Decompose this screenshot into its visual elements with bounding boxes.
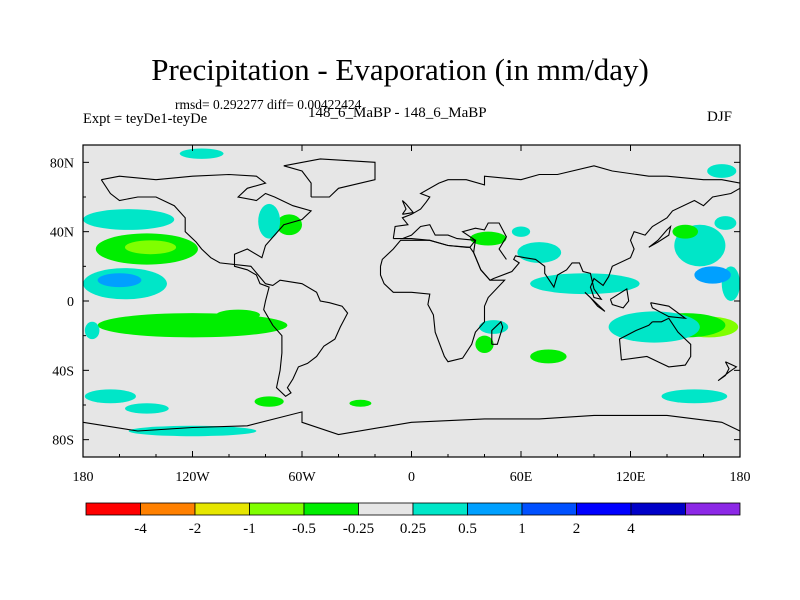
colorbar-label: 0.5 bbox=[458, 521, 477, 537]
colorbar-box bbox=[85, 502, 141, 516]
coastline bbox=[650, 302, 688, 320]
contour-region bbox=[97, 313, 288, 338]
colorbar-label: -2 bbox=[189, 521, 202, 537]
coastline bbox=[83, 411, 740, 436]
contour-region bbox=[84, 389, 136, 404]
coastline bbox=[461, 187, 740, 301]
contour-region bbox=[714, 216, 737, 230]
contour-fields bbox=[83, 148, 740, 437]
contour-region bbox=[276, 214, 302, 236]
y-tick-label: 40S bbox=[52, 364, 74, 379]
colorbar-label: -4 bbox=[134, 521, 147, 537]
contour-region bbox=[517, 242, 562, 263]
colorbar-label: -0.25 bbox=[343, 521, 374, 537]
y-tick-label: 0 bbox=[67, 295, 74, 310]
colorbar-box bbox=[194, 502, 250, 516]
coastlines bbox=[83, 158, 740, 436]
coastline bbox=[283, 158, 376, 198]
contour-region bbox=[216, 309, 261, 321]
colorbar-label: 4 bbox=[627, 521, 635, 537]
y-tick-label: 80S bbox=[52, 434, 74, 449]
x-tick-label: 0 bbox=[408, 470, 415, 485]
colorbar-box bbox=[685, 502, 741, 516]
colorbar-box bbox=[249, 502, 305, 516]
colorbar-box bbox=[303, 502, 359, 516]
x-tick-label: 120E bbox=[616, 470, 646, 485]
coastline bbox=[100, 173, 349, 397]
contour-region bbox=[707, 164, 737, 178]
contour-region bbox=[83, 209, 175, 230]
chart-title: Precipitation - Evaporation (in mm/day) bbox=[151, 52, 649, 87]
coastline bbox=[648, 224, 672, 248]
contour-region bbox=[84, 321, 100, 340]
contour-region bbox=[479, 320, 509, 334]
contour-region bbox=[258, 203, 281, 239]
stats-label: rmsd= 0.292277 diff= 0.00422424 bbox=[175, 97, 362, 112]
colorbar-box bbox=[467, 502, 523, 516]
contour-region bbox=[511, 226, 531, 237]
coastline bbox=[618, 317, 692, 368]
colorbar-label: 0.25 bbox=[400, 521, 426, 537]
colorbar-label: 1 bbox=[518, 521, 526, 537]
contour-region bbox=[97, 273, 142, 288]
contour-region bbox=[672, 224, 699, 239]
colorbar-box bbox=[140, 502, 196, 516]
x-tick-label: 180 bbox=[730, 470, 751, 485]
colorbar-box bbox=[521, 502, 577, 516]
x-tick-label: 60E bbox=[510, 470, 533, 485]
colorbar-box bbox=[412, 502, 468, 516]
contour-region bbox=[349, 399, 372, 407]
colorbar-label: -1 bbox=[243, 521, 256, 537]
y-tick-label: 80N bbox=[50, 156, 74, 171]
contour-region bbox=[694, 266, 731, 284]
coastline bbox=[392, 165, 740, 239]
coastline bbox=[609, 287, 630, 309]
plot-background bbox=[83, 145, 740, 457]
contour-region bbox=[469, 231, 507, 246]
colorbar: -4 -2 -1 -0.5 -0.25 0.25 0.5 1 2 4 bbox=[85, 502, 741, 537]
coastline bbox=[584, 291, 606, 312]
colorbar-box bbox=[630, 502, 686, 516]
colorbar-box bbox=[576, 502, 632, 516]
x-tick-label: 60W bbox=[288, 470, 316, 485]
season-label: DJF bbox=[707, 109, 733, 125]
contour-region bbox=[254, 396, 284, 407]
colorbar-label: 2 bbox=[573, 521, 581, 537]
colorbar-label: -0.5 bbox=[292, 521, 316, 537]
colorbar-box bbox=[358, 502, 414, 516]
coastline bbox=[401, 200, 415, 215]
experiment-label: Expt = teyDe1-teyDe bbox=[83, 111, 208, 127]
coastline bbox=[379, 239, 506, 363]
y-tick-label: 40N bbox=[50, 226, 74, 241]
contour-region bbox=[530, 273, 640, 295]
x-tick-label: 120W bbox=[175, 470, 210, 485]
contour-region bbox=[475, 335, 494, 354]
runs-label: 148_6_MaBP - 148_6_MaBP bbox=[308, 105, 487, 121]
x-tick-label: 180 bbox=[73, 470, 94, 485]
contour-region bbox=[124, 240, 177, 255]
contour-region bbox=[530, 349, 567, 364]
coastline bbox=[717, 361, 738, 382]
contour-region bbox=[124, 403, 169, 414]
contour-region bbox=[128, 425, 257, 437]
axes: 180 120W 60W 0 60E 120E 180 80N 40N 0 40S 80S bbox=[50, 145, 751, 485]
contour-region bbox=[179, 148, 224, 159]
contour-region bbox=[608, 311, 700, 343]
contour-region bbox=[661, 389, 728, 404]
coastline bbox=[491, 320, 504, 345]
